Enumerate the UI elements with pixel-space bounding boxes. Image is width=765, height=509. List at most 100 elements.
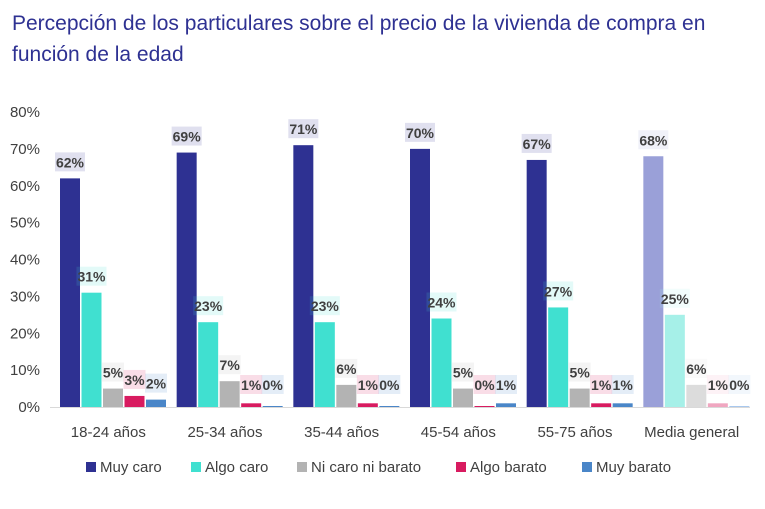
x-category-label: 18-24 años — [71, 424, 146, 441]
y-tick-label: 80% — [10, 104, 40, 121]
x-category-label: 35-44 años — [304, 424, 379, 441]
x-category-label: 55-75 años — [537, 424, 612, 441]
data-label-background — [426, 292, 457, 312]
bar-algo-caro — [548, 307, 569, 407]
y-tick-label: 0% — [18, 399, 40, 416]
bar-muy-barato — [612, 403, 633, 407]
x-category-label: Media general — [644, 424, 739, 441]
bar-algo-caro — [314, 322, 335, 407]
data-label-background — [590, 375, 613, 394]
data-label-background — [378, 375, 401, 394]
data-label-background — [568, 362, 591, 382]
data-label-background — [495, 375, 517, 394]
data-label-background — [171, 126, 202, 146]
legend-label-muy-barato: Muy barato — [596, 459, 671, 476]
data-label: 1% — [358, 377, 379, 393]
data-labels: 62%31%5% 3% 2%69%23%7%1% 0%71%23%6%1% 0%70%2… — [55, 119, 751, 394]
bar-muy-barato — [729, 406, 750, 407]
bar-algo-caro — [664, 314, 685, 407]
data-label-background — [728, 375, 751, 394]
bar-muy-caro — [526, 159, 547, 407]
bar-algo-caro — [81, 292, 102, 407]
data-label: 67% — [523, 136, 552, 152]
data-label: 2% — [146, 376, 167, 392]
bar-muy-barato — [262, 406, 283, 407]
data-label: 0% — [379, 377, 400, 393]
bar-algo-barato — [124, 395, 145, 407]
data-label-background — [452, 362, 474, 382]
data-label: 69% — [173, 129, 202, 145]
data-label: 0% — [474, 377, 495, 393]
data-label-background — [102, 362, 124, 382]
legend-swatch-algo-barato — [456, 462, 466, 472]
bar-algo-barato — [591, 403, 612, 407]
data-label: 1% — [496, 377, 517, 393]
data-label-background — [521, 133, 552, 153]
y-tick-label: 20% — [10, 325, 40, 342]
data-label-background — [335, 358, 358, 378]
y-tick-label: 30% — [10, 288, 40, 305]
x-category-label: 25-34 años — [187, 424, 262, 441]
data-label: 1% — [708, 377, 729, 393]
data-label-background — [638, 130, 669, 150]
legend: Muy caro Algo caro Ni caro ni barato Algo b… — [86, 459, 671, 476]
data-label-background — [706, 375, 729, 394]
y-tick-label: 50% — [10, 215, 40, 232]
data-label-background — [405, 122, 435, 142]
data-label-background — [356, 375, 379, 394]
data-label: 5% — [570, 365, 591, 381]
data-label-background — [218, 355, 241, 375]
bar-algo-barato — [474, 406, 495, 407]
data-label-background — [145, 373, 167, 393]
data-label: 5% — [103, 365, 124, 381]
legend-swatch-algo-caro — [191, 462, 201, 472]
bar-ni-caro-ni-barato — [569, 388, 590, 407]
data-label: 23% — [194, 298, 223, 314]
chart-title: Percepción de los particulares sobre el … — [12, 12, 706, 66]
data-label: 1% — [591, 377, 612, 393]
bar-ni-caro-ni-barato — [453, 388, 473, 407]
data-label: 23% — [311, 298, 340, 314]
data-label-background — [55, 152, 85, 172]
data-label-background — [611, 375, 634, 394]
bar-muy-caro — [410, 148, 430, 407]
bar-ni-caro-ni-barato — [336, 384, 357, 407]
bar-muy-caro — [60, 178, 80, 407]
x-category-label: 45-54 años — [421, 424, 496, 441]
bar-muy-caro — [293, 145, 314, 407]
data-label: 0% — [263, 377, 284, 393]
bar-muy-barato — [496, 403, 516, 407]
y-tick-label: 60% — [10, 178, 40, 195]
bar-ni-caro-ni-barato — [219, 381, 240, 407]
bars — [60, 145, 750, 407]
data-label: 6% — [686, 361, 707, 377]
bar-muy-barato — [146, 399, 166, 407]
legend-swatch-muy-barato — [582, 462, 592, 472]
data-label: 62% — [56, 154, 85, 170]
bar-algo-barato — [707, 403, 728, 407]
bar-muy-caro — [176, 152, 197, 407]
data-label: 7% — [220, 357, 241, 373]
data-label: 1% — [241, 377, 262, 393]
legend-label-ni-caro-ni-barato: Ni caro ni barato — [311, 459, 421, 476]
data-label-background — [659, 288, 690, 308]
data-label-background — [288, 119, 319, 139]
data-label: 24% — [427, 295, 456, 311]
data-label-background — [261, 375, 284, 394]
data-label-background — [309, 296, 340, 316]
data-label-background — [193, 296, 224, 316]
legend-label-algo-caro: Algo caro — [205, 459, 268, 476]
bar-algo-caro — [431, 318, 452, 407]
bar-muy-barato — [379, 406, 400, 407]
bar-algo-barato — [241, 403, 262, 407]
data-label: 3% — [124, 372, 145, 388]
data-label: 1% — [613, 377, 634, 393]
bar-algo-caro — [198, 322, 219, 407]
bar-ni-caro-ni-barato — [686, 384, 707, 407]
data-label: 71% — [289, 121, 318, 137]
legend-swatch-ni-caro-ni-barato — [297, 462, 307, 472]
y-tick-label: 10% — [10, 362, 40, 379]
bar-muy-caro — [643, 156, 664, 407]
data-label-background — [543, 281, 574, 301]
